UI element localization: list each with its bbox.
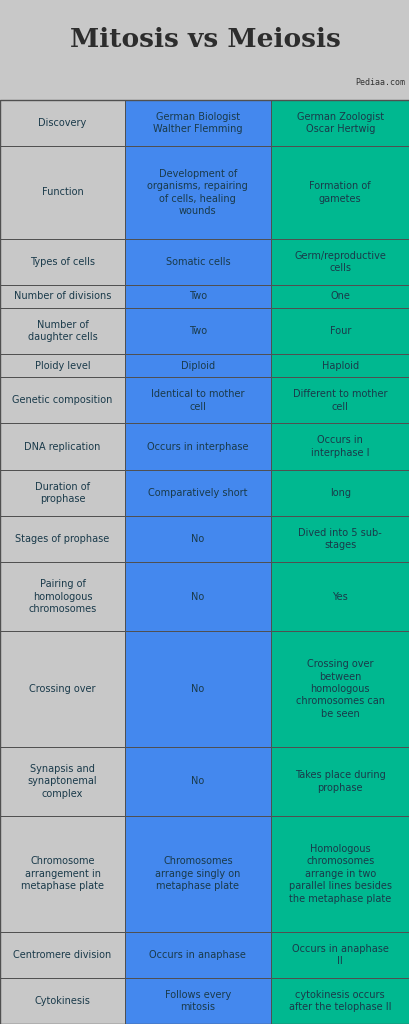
Text: Formation of
gametes: Formation of gametes	[309, 181, 370, 204]
Bar	[125, 562, 270, 632]
Bar	[270, 562, 409, 632]
Text: Chromosomes
arrange singly on
metaphase plate: Chromosomes arrange singly on metaphase …	[155, 856, 240, 891]
Text: DNA replication: DNA replication	[24, 441, 101, 452]
Bar	[125, 308, 270, 354]
Bar	[0, 377, 125, 424]
Bar	[0, 285, 125, 308]
Bar	[0, 516, 125, 562]
Bar	[0, 632, 125, 746]
Text: No: No	[191, 776, 204, 786]
Bar	[0, 816, 125, 932]
Bar	[270, 239, 409, 285]
Text: Crossing over
between
homologous
chromosomes can
be seen: Crossing over between homologous chromos…	[295, 659, 384, 719]
Text: Takes place during
prophase: Takes place during prophase	[294, 770, 385, 793]
Bar	[270, 354, 409, 377]
Bar	[125, 285, 270, 308]
Bar	[270, 285, 409, 308]
Bar	[125, 377, 270, 424]
Text: Germ/reproductive
cells: Germ/reproductive cells	[294, 251, 385, 273]
Text: Different to mother
cell: Different to mother cell	[292, 389, 387, 412]
Text: No: No	[191, 592, 204, 602]
Text: Identical to mother
cell: Identical to mother cell	[151, 389, 244, 412]
Bar	[0, 932, 125, 978]
Bar	[0, 100, 125, 146]
Text: Number of divisions: Number of divisions	[14, 292, 111, 301]
Bar	[125, 978, 270, 1024]
Text: Two: Two	[188, 326, 207, 336]
Bar	[270, 816, 409, 932]
Text: Four: Four	[329, 326, 350, 336]
Text: Occurs in interphase: Occurs in interphase	[147, 441, 248, 452]
Text: Function: Function	[42, 187, 83, 198]
Bar	[125, 746, 270, 816]
Bar	[0, 470, 125, 516]
Text: No: No	[191, 534, 204, 544]
Text: Stages of prophase: Stages of prophase	[16, 534, 109, 544]
Text: Genetic composition: Genetic composition	[12, 395, 112, 406]
Text: Diploid: Diploid	[180, 360, 214, 371]
Bar	[270, 746, 409, 816]
Text: Development of
organisms, repairing
of cells, healing
wounds: Development of organisms, repairing of c…	[147, 169, 247, 216]
Text: cytokinesis occurs
after the telophase II: cytokinesis occurs after the telophase I…	[288, 990, 391, 1012]
Bar	[125, 932, 270, 978]
Bar	[270, 308, 409, 354]
Bar	[125, 354, 270, 377]
Text: Cytokinesis: Cytokinesis	[34, 996, 90, 1006]
Text: Crossing over: Crossing over	[29, 684, 96, 694]
Text: Occurs in anaphase: Occurs in anaphase	[149, 949, 246, 959]
Bar	[125, 816, 270, 932]
Text: Yes: Yes	[332, 592, 347, 602]
Text: Haploid: Haploid	[321, 360, 358, 371]
Text: Occurs in
interphase I: Occurs in interphase I	[310, 435, 369, 458]
Bar	[125, 424, 270, 470]
Text: long: long	[329, 487, 350, 498]
Bar	[0, 239, 125, 285]
Text: Follows every
mitosis: Follows every mitosis	[164, 990, 230, 1012]
Bar	[0, 746, 125, 816]
Text: Homologous
chromosomes
arrange in two
parallel lines besides
the metaphase plate: Homologous chromosomes arrange in two pa…	[288, 844, 391, 903]
Text: Chromosome
arrangement in
metaphase plate: Chromosome arrangement in metaphase plat…	[21, 856, 104, 891]
Bar	[270, 424, 409, 470]
Bar	[270, 470, 409, 516]
Text: One: One	[330, 292, 349, 301]
Bar	[125, 470, 270, 516]
Bar	[125, 516, 270, 562]
Text: Somatic cells: Somatic cells	[165, 257, 229, 267]
Bar	[270, 978, 409, 1024]
Bar	[0, 978, 125, 1024]
Text: Pediaa.com: Pediaa.com	[354, 78, 404, 87]
Bar	[0, 146, 125, 239]
Text: Ploidy level: Ploidy level	[35, 360, 90, 371]
Text: Occurs in anaphase
II: Occurs in anaphase II	[291, 943, 388, 966]
Text: Dived into 5 sub-
stages: Dived into 5 sub- stages	[298, 527, 381, 550]
Text: Mitosis vs Meiosis: Mitosis vs Meiosis	[70, 27, 339, 51]
Bar	[125, 239, 270, 285]
Bar	[0, 354, 125, 377]
Bar	[0, 308, 125, 354]
Bar	[0, 424, 125, 470]
Bar	[0, 562, 125, 632]
Text: Types of cells: Types of cells	[30, 257, 95, 267]
Bar	[270, 100, 409, 146]
Bar	[270, 146, 409, 239]
Text: Pairing of
homologous
chromosomes: Pairing of homologous chromosomes	[28, 580, 97, 614]
Text: German Biologist
Walther Flemming: German Biologist Walther Flemming	[153, 112, 242, 134]
Text: Centromere division: Centromere division	[13, 949, 111, 959]
Text: Number of
daughter cells: Number of daughter cells	[27, 319, 97, 342]
Text: Comparatively short: Comparatively short	[148, 487, 247, 498]
Bar	[125, 146, 270, 239]
Text: Synapsis and
synaptonemal
complex: Synapsis and synaptonemal complex	[28, 764, 97, 799]
Bar	[270, 632, 409, 746]
Bar	[270, 932, 409, 978]
Text: Duration of
prophase: Duration of prophase	[35, 481, 90, 504]
Bar	[125, 100, 270, 146]
Bar	[270, 377, 409, 424]
Text: Two: Two	[188, 292, 207, 301]
Text: Discovery: Discovery	[38, 118, 86, 128]
Bar	[125, 632, 270, 746]
Text: No: No	[191, 684, 204, 694]
Bar	[270, 516, 409, 562]
Text: German Zoologist
Oscar Hertwig: German Zoologist Oscar Hertwig	[296, 112, 383, 134]
